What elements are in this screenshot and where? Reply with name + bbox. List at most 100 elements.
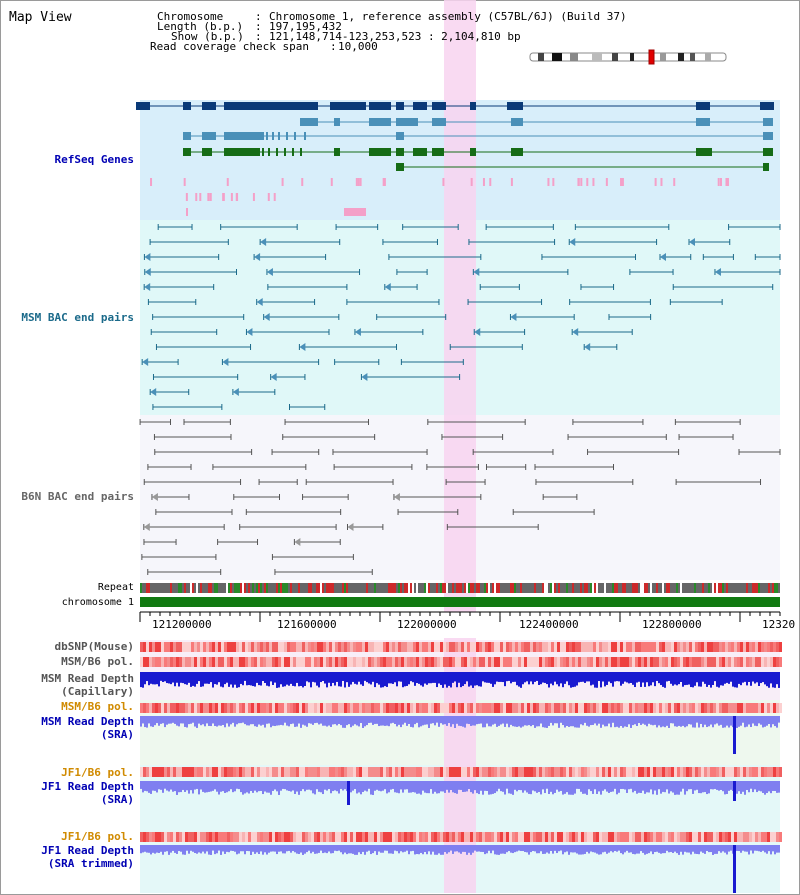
track-label-msm-pol[interactable]: MSM/B6 pol. bbox=[61, 655, 134, 668]
track-label-dbsnp[interactable]: dbSNP(Mouse) bbox=[54, 640, 134, 653]
track-label-msm-bac[interactable]: MSM BAC end pairs bbox=[21, 311, 134, 324]
repeat-mark bbox=[156, 583, 158, 593]
read-depth-bar bbox=[190, 672, 192, 687]
track-label-b6n-bac[interactable]: B6N BAC end pairs bbox=[21, 490, 134, 503]
polymorphism-cell bbox=[773, 642, 776, 652]
read-depth-bar bbox=[656, 845, 658, 852]
read-depth-bar bbox=[422, 845, 424, 855]
polymorphism-cell bbox=[170, 657, 173, 667]
read-depth-bar bbox=[664, 845, 666, 854]
repeat-mark bbox=[772, 583, 774, 593]
polymorphism-cell bbox=[776, 832, 779, 842]
polymorphism-cell bbox=[530, 703, 533, 713]
polymorphism-cell bbox=[167, 767, 170, 777]
read-depth-bar bbox=[512, 672, 514, 682]
repeat-mark bbox=[512, 583, 514, 593]
read-depth-bar bbox=[184, 672, 186, 685]
read-depth-bar bbox=[612, 672, 614, 687]
read-depth-bar bbox=[544, 845, 546, 854]
read-depth-bar bbox=[588, 845, 590, 854]
read-depth-bar bbox=[392, 716, 394, 723]
polymorphism-cell bbox=[503, 767, 506, 777]
read-depth-bar bbox=[570, 845, 572, 853]
polymorphism-cell bbox=[539, 657, 542, 667]
read-depth-bar bbox=[436, 845, 438, 855]
polymorphism-cell bbox=[155, 642, 158, 652]
read-depth-bar bbox=[362, 672, 364, 686]
read-depth-bar bbox=[470, 716, 472, 726]
track-label-msm-pol-sra[interactable]: MSM/B6 pol. bbox=[61, 700, 134, 713]
read-depth-bar bbox=[520, 716, 522, 728]
read-depth-bar bbox=[404, 716, 406, 723]
read-depth-bar bbox=[186, 781, 188, 791]
read-depth-bar bbox=[686, 672, 688, 685]
read-depth-bar bbox=[452, 716, 454, 725]
track-label-refseq[interactable]: RefSeq Genes bbox=[54, 153, 134, 166]
track-label-jf1-pol[interactable]: JF1/B6 pol. bbox=[61, 766, 134, 779]
polymorphism-cell bbox=[776, 657, 779, 667]
polymorphism-cell bbox=[677, 657, 680, 667]
read-depth-bar bbox=[664, 781, 666, 793]
read-depth-bar bbox=[154, 716, 156, 726]
gene-exon bbox=[136, 102, 150, 110]
polymorphism-cell bbox=[542, 642, 545, 652]
polymorphism-cell bbox=[161, 657, 164, 667]
read-depth-bar bbox=[670, 716, 672, 724]
track-label-msm-depth-sra[interactable]: MSM Read Depth bbox=[41, 715, 134, 728]
polymorphism-cell bbox=[518, 642, 521, 652]
read-depth-bar bbox=[636, 845, 638, 854]
read-depth-bar bbox=[268, 716, 270, 724]
repeat-mark bbox=[628, 583, 630, 593]
track-label-msm-depth-cap[interactable]: MSM Read Depth bbox=[41, 672, 134, 685]
polymorphism-cell bbox=[617, 642, 620, 652]
read-depth-bar bbox=[676, 845, 678, 854]
read-depth-bar bbox=[164, 845, 166, 852]
repeat-mark bbox=[524, 583, 526, 593]
track-label-jf1-depth-trimmed[interactable]: JF1 Read Depth bbox=[41, 844, 134, 857]
polymorphism-cell bbox=[218, 642, 221, 652]
polymorphism-cell bbox=[521, 642, 524, 652]
track-label-jf1-depth[interactable]: JF1 Read Depth bbox=[41, 780, 134, 793]
read-depth-bar bbox=[248, 781, 250, 794]
polymorphism-cell bbox=[524, 832, 527, 842]
polymorphism-cell bbox=[173, 657, 176, 667]
repeat-mark bbox=[702, 583, 704, 593]
read-depth-bar bbox=[574, 716, 576, 728]
polymorphism-cell bbox=[191, 832, 194, 842]
read-depth-bar bbox=[402, 716, 404, 725]
read-depth-bar bbox=[240, 781, 242, 793]
polymorphism-cell bbox=[452, 703, 455, 713]
refseq-tick bbox=[150, 178, 153, 186]
read-depth-bar bbox=[464, 781, 466, 792]
polymorphism-cell bbox=[419, 832, 422, 842]
read-depth-bar bbox=[462, 845, 464, 852]
gene-exon bbox=[696, 102, 710, 110]
polymorphism-cell bbox=[725, 657, 728, 667]
track-label-jf1-pol-trimmed[interactable]: JF1/B6 pol. bbox=[61, 830, 134, 843]
polymorphism-cell bbox=[461, 832, 464, 842]
polymorphism-cell bbox=[728, 657, 731, 667]
read-depth-bar bbox=[738, 716, 740, 727]
read-depth-bar bbox=[140, 845, 142, 854]
read-depth-bar bbox=[364, 716, 366, 727]
repeat-mark bbox=[208, 583, 210, 593]
polymorphism-cell bbox=[689, 642, 692, 652]
read-depth-bar bbox=[472, 716, 474, 726]
read-depth-bar bbox=[330, 716, 332, 727]
gene-exon bbox=[396, 148, 404, 156]
repeat-mark bbox=[756, 583, 758, 593]
polymorphism-cell bbox=[173, 642, 176, 652]
read-depth-bar bbox=[234, 716, 236, 727]
repeat-mark bbox=[404, 583, 406, 593]
read-depth-bar bbox=[620, 672, 622, 686]
read-depth-bar bbox=[492, 716, 494, 725]
polymorphism-cell bbox=[611, 703, 614, 713]
bac-arrow bbox=[270, 373, 277, 381]
read-depth-bar bbox=[762, 845, 764, 851]
read-depth-bar bbox=[228, 672, 230, 687]
polymorphism-cell bbox=[731, 767, 734, 777]
read-depth-bar bbox=[522, 716, 524, 727]
read-depth-bar bbox=[202, 672, 204, 687]
read-depth-bar bbox=[684, 845, 686, 852]
read-depth-bar bbox=[214, 716, 216, 726]
